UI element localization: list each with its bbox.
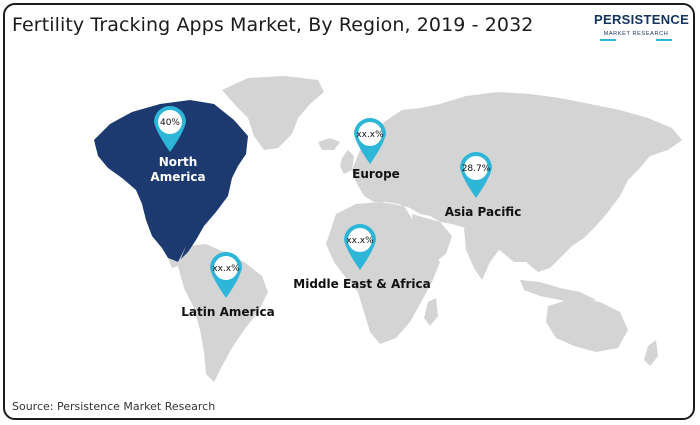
north-america-region bbox=[94, 100, 248, 262]
australia-shape bbox=[546, 298, 628, 352]
map-pin-middle-east-africa: xx.x% bbox=[344, 224, 376, 270]
south-america-shape bbox=[178, 244, 268, 382]
map-pin-asia-pacific: 28.7% bbox=[460, 152, 492, 198]
pin-value-text: xx.x% bbox=[356, 130, 384, 140]
map-pin-europe: xx.x% bbox=[354, 118, 386, 164]
indonesia-shape bbox=[520, 280, 596, 304]
new-zealand-shape bbox=[644, 340, 658, 366]
region-label-line: Asia Pacific bbox=[445, 205, 522, 219]
iceland-shape bbox=[318, 138, 340, 150]
central-america-shape bbox=[168, 246, 186, 268]
region-label-middle-east-africa: Middle East & Africa bbox=[293, 277, 430, 291]
pin-value-text: xx.x% bbox=[212, 264, 240, 274]
madagascar-shape bbox=[424, 298, 438, 326]
logo-main-text: PERSISTENCE bbox=[594, 12, 690, 27]
pin-value-bubble bbox=[358, 122, 382, 146]
pin-value-text: 40% bbox=[160, 118, 180, 128]
japan-shape bbox=[594, 182, 614, 220]
pin-value-bubble bbox=[158, 110, 182, 134]
logo-accent-right bbox=[656, 39, 672, 41]
uk-shape bbox=[340, 150, 354, 174]
india-shape bbox=[464, 228, 502, 280]
pin-value-bubble bbox=[348, 228, 372, 252]
world-landmass bbox=[178, 76, 682, 382]
region-label-line: Europe bbox=[352, 167, 400, 181]
pin-value-text: xx.x% bbox=[346, 236, 374, 246]
chart-title: Fertility Tracking Apps Market, By Regio… bbox=[12, 14, 534, 36]
region-label-europe: Europe bbox=[352, 167, 400, 181]
map-pin-latin-america: xx.x% bbox=[210, 252, 242, 298]
greenland-shape bbox=[222, 76, 324, 150]
pin-value-text: 28.7% bbox=[462, 164, 491, 174]
map-pin-north-america: 40% bbox=[154, 106, 186, 152]
logo-accent-left bbox=[600, 39, 616, 41]
region-label-asia-pacific: Asia Pacific bbox=[445, 205, 522, 219]
source-note: Source: Persistence Market Research bbox=[12, 400, 216, 413]
region-label-latin-america: Latin America bbox=[181, 305, 275, 319]
pin-value-bubble bbox=[214, 256, 238, 280]
region-label-line: North bbox=[159, 155, 197, 169]
region-label-line: Middle East & Africa bbox=[293, 277, 430, 291]
logo-sub-text: MARKET RESEARCH bbox=[603, 31, 669, 37]
pin-value-bubble bbox=[464, 156, 488, 180]
eurasia-shape bbox=[352, 92, 682, 272]
region-label-line: America bbox=[150, 170, 205, 184]
persistence-logo: PERSISTENCE MARKET RESEARCH bbox=[594, 12, 690, 50]
region-label-north-america: North America bbox=[150, 155, 205, 184]
region-label-line: Latin America bbox=[181, 305, 275, 319]
